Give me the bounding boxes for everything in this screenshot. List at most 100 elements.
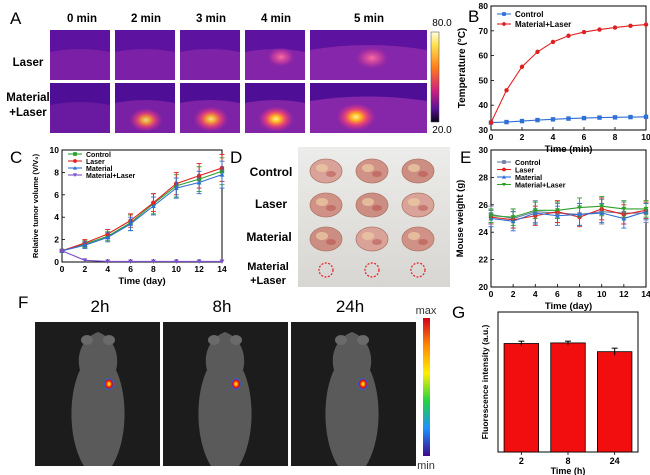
data-point (196, 180, 202, 185)
tumor-vessel (418, 171, 428, 177)
tumor-vessel (372, 239, 382, 245)
x-tick-label: 2 (511, 289, 516, 299)
panel-a-row-label: Laser (13, 57, 44, 69)
legend-marker (72, 173, 78, 178)
mouse-silhouette (71, 332, 125, 466)
fluorescence-signal (358, 378, 368, 390)
legend-label: Control (515, 158, 541, 167)
panel-letter-f: F (18, 293, 28, 312)
panel-f-time-label: 24h (336, 297, 364, 316)
tumor-highlight (408, 198, 420, 206)
thermal-image (310, 83, 427, 133)
data-point (151, 259, 156, 264)
panel-d-row-label: Control (250, 165, 293, 179)
data-point (173, 259, 179, 264)
chart-c-tumor-volume: 0 2 4 6 8 10 12 14 0 2 4 6 8 10 Time (day) Relative tum… (31, 145, 227, 287)
tumor-vessel (326, 171, 336, 177)
empty-tumor-marker (364, 262, 380, 278)
empty-tumor-marker (318, 262, 334, 278)
panel-f-time-label: 8h (213, 297, 232, 316)
y-tick-label: 30 (479, 145, 489, 155)
tumor-highlight (316, 164, 328, 172)
panel-a-row-label: Material (6, 92, 49, 104)
data-point (504, 119, 509, 125)
x-tick-label: 0 (489, 289, 494, 299)
data-point (643, 22, 649, 27)
legend-marker (502, 22, 506, 26)
series-line (61, 174, 223, 252)
data-point (621, 206, 627, 212)
series-line (61, 170, 223, 252)
tumor (309, 192, 343, 218)
x-tick-label: 8 (613, 132, 618, 142)
data-point (128, 221, 133, 226)
data-point (612, 25, 618, 30)
tumor-body (355, 226, 389, 252)
panel-a-time-label: 2 min (131, 13, 161, 25)
panel-letter-g: G (452, 303, 465, 322)
thermal-image (180, 30, 240, 80)
x-tick-label: 12 (619, 289, 629, 299)
mouse-ear (103, 335, 115, 345)
tumor-highlight (408, 232, 420, 240)
data-point (566, 33, 571, 38)
tumor (309, 226, 343, 252)
fluorescence-colorbar (423, 318, 430, 456)
data-point (535, 117, 540, 123)
y-tick-label: 40 (479, 100, 489, 110)
panel-letter-e: E (460, 148, 471, 167)
fluorescence-signal (104, 378, 114, 390)
legend-marker (73, 159, 77, 163)
legend-marker (72, 165, 78, 170)
legend-label: Material+Laser (86, 173, 135, 180)
data-point (151, 203, 156, 208)
tumor-body (401, 158, 435, 184)
tumor (309, 158, 343, 184)
x-tick-label: 4 (551, 132, 556, 142)
data-point (519, 64, 525, 69)
tumor (355, 158, 389, 184)
x-tick-label: 10 (597, 289, 607, 299)
mouse-silhouette (198, 332, 252, 466)
data-point (597, 27, 602, 32)
data-point (577, 205, 582, 210)
y-tick-label: 28 (479, 172, 489, 182)
x-tick-label: 12 (194, 264, 204, 274)
data-point (612, 115, 618, 120)
y-tick-label: 24 (479, 227, 489, 237)
thermal-colorbar (430, 31, 440, 123)
data-point (621, 216, 627, 221)
legend-marker (502, 12, 506, 16)
data-point (643, 114, 649, 120)
y-tick-label: 6 (54, 190, 59, 200)
panel-letter-a: A (10, 9, 22, 28)
legend-marker (502, 167, 506, 172)
tumor-vessel (326, 205, 336, 211)
bar (550, 342, 586, 453)
data-point (628, 114, 633, 120)
x-tick-label: 0 (489, 132, 494, 142)
x-tick-label: 10 (172, 264, 182, 274)
thermal-image (245, 30, 305, 80)
data-point (59, 248, 65, 254)
x-tick-label: 6 (128, 264, 133, 274)
thermal-image (245, 83, 305, 133)
tumor-vessel (372, 171, 382, 177)
x-tick-label: 2 (520, 132, 525, 142)
fluorescence-image (291, 322, 416, 466)
thermal-image (50, 83, 110, 133)
mouse-ear (81, 335, 93, 345)
data-point (196, 259, 202, 264)
bar (503, 343, 540, 453)
tumor (401, 226, 435, 252)
data-point (105, 234, 111, 240)
tumor-vessel (326, 239, 336, 245)
panel-a-row-label: +Laser (9, 107, 47, 119)
mouse-ear (357, 335, 369, 345)
tumor-highlight (316, 232, 328, 240)
panel-f-fluorescence: 2h 8h 24h max min (35, 297, 437, 472)
y-axis-label: Temperature (°C) (457, 28, 468, 109)
series-line (61, 250, 222, 262)
y-axis-label: Relative tumor volume (V/V₀) (31, 153, 40, 258)
